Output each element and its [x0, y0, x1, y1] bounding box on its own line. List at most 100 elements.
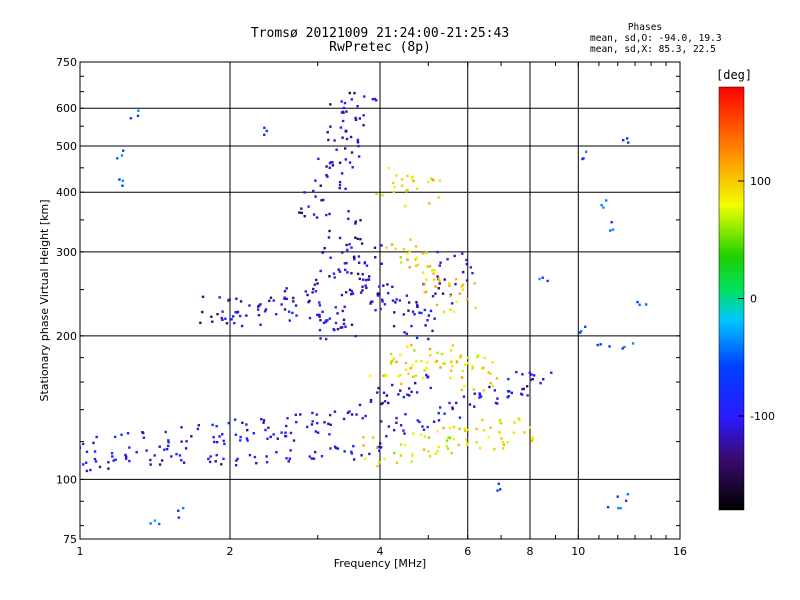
- data-point: [461, 369, 464, 373]
- data-point: [220, 316, 223, 320]
- data-point: [427, 450, 430, 453]
- data-point: [231, 315, 235, 318]
- data-point: [336, 312, 339, 315]
- data-point: [411, 310, 415, 313]
- data-point: [451, 344, 455, 347]
- data-point: [450, 369, 453, 372]
- data-point: [412, 179, 415, 183]
- data-point: [259, 303, 262, 306]
- data-point: [448, 401, 451, 405]
- data-point: [314, 278, 318, 282]
- data-point: [406, 258, 409, 261]
- data-point: [369, 398, 373, 402]
- data-point: [324, 320, 328, 324]
- data-point: [407, 372, 410, 376]
- data-point: [289, 431, 293, 435]
- data-point: [180, 426, 183, 429]
- data-point: [429, 309, 433, 313]
- data-point: [415, 301, 418, 304]
- data-point: [343, 305, 346, 308]
- data-point: [283, 308, 287, 311]
- chart-title-line2: RwPretec (8p): [329, 40, 431, 55]
- data-point: [362, 114, 365, 117]
- data-point: [149, 458, 152, 462]
- data-point: [197, 424, 201, 427]
- data-point: [539, 381, 542, 385]
- data-point: [326, 319, 329, 322]
- data-point: [327, 236, 331, 239]
- data-point: [499, 421, 503, 425]
- data-point: [153, 519, 157, 522]
- data-point: [340, 100, 343, 103]
- data-point: [526, 394, 529, 397]
- data-point: [268, 299, 271, 303]
- data-point: [107, 461, 110, 464]
- data-point: [432, 420, 436, 423]
- data-point: [218, 435, 221, 438]
- data-point: [636, 300, 639, 304]
- data-point: [445, 439, 449, 442]
- data-point: [479, 395, 483, 398]
- data-point: [236, 457, 239, 461]
- data-point: [423, 369, 426, 372]
- data-point: [439, 366, 442, 369]
- data-point: [434, 360, 437, 364]
- data-point: [318, 301, 321, 304]
- data-point: [445, 445, 448, 448]
- data-point: [400, 382, 403, 386]
- data-point: [312, 287, 315, 291]
- data-point: [167, 441, 170, 444]
- data-point: [459, 355, 462, 359]
- data-point: [360, 454, 363, 457]
- data-point: [135, 451, 138, 454]
- data-point: [337, 268, 340, 271]
- data-point: [496, 489, 499, 492]
- data-point: [352, 255, 356, 259]
- data-point: [531, 377, 535, 381]
- data-point: [546, 279, 549, 283]
- data-point: [392, 324, 396, 328]
- data-point: [471, 271, 474, 275]
- data-point: [422, 428, 426, 432]
- data-point: [350, 450, 353, 454]
- data-point: [235, 297, 238, 300]
- data-point: [340, 293, 344, 297]
- data-point: [471, 367, 474, 370]
- data-point: [478, 392, 481, 395]
- data-point: [142, 431, 145, 435]
- data-point: [338, 236, 342, 240]
- data-point: [344, 291, 348, 294]
- data-point: [190, 435, 193, 438]
- data-point: [465, 279, 469, 282]
- data-point: [356, 237, 359, 241]
- data-point: [353, 91, 356, 95]
- data-point: [212, 436, 215, 439]
- data-point: [240, 324, 244, 328]
- data-point: [402, 247, 406, 251]
- data-point: [285, 457, 288, 460]
- data-point: [225, 322, 229, 325]
- data-point: [361, 289, 364, 292]
- data-point: [395, 461, 399, 464]
- data-point: [522, 387, 525, 391]
- data-point: [387, 401, 390, 405]
- data-point: [473, 405, 476, 408]
- data-point: [316, 431, 320, 434]
- data-point: [323, 421, 326, 424]
- data-point: [329, 447, 332, 450]
- x-tick-label: 10: [571, 545, 585, 558]
- data-point: [428, 347, 432, 351]
- data-point: [312, 457, 316, 460]
- data-point: [149, 522, 152, 525]
- data-point: [415, 391, 419, 394]
- data-point: [363, 457, 367, 461]
- data-point: [345, 243, 348, 247]
- data-point: [357, 261, 361, 264]
- data-point: [478, 393, 482, 397]
- data-point: [348, 410, 351, 413]
- data-point: [266, 437, 269, 440]
- data-point: [604, 199, 608, 202]
- data-point: [180, 440, 183, 443]
- data-point: [420, 311, 423, 315]
- data-point: [498, 431, 501, 434]
